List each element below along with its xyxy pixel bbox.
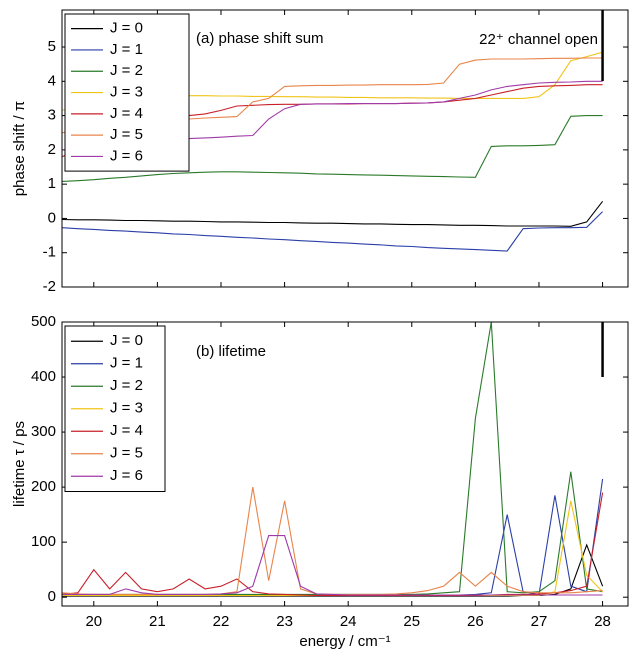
series-line bbox=[62, 211, 603, 252]
y-tick-label: 5 bbox=[48, 38, 56, 55]
series-line bbox=[62, 535, 603, 596]
legend-label: J = 1 bbox=[110, 355, 143, 372]
y-tick-label: 0 bbox=[48, 588, 56, 605]
y-tick-label: 300 bbox=[31, 423, 56, 440]
x-tick-label: 20 bbox=[85, 613, 102, 630]
legend-label: J = 0 bbox=[110, 20, 143, 37]
y-tick-label: -1 bbox=[43, 244, 56, 261]
legend-label: J = 0 bbox=[110, 332, 143, 349]
y-tick-label: 500 bbox=[31, 313, 56, 330]
panel: 0 100 200 300 400 500 20 21 22 23 24 25 26 27 28 (b) li… bbox=[11, 313, 629, 650]
legend-label: J = 2 bbox=[110, 377, 143, 394]
x-tick-label: 21 bbox=[149, 613, 166, 630]
legend-label: J = 1 bbox=[110, 41, 143, 58]
legend-label: J = 3 bbox=[110, 400, 143, 417]
series-line bbox=[62, 487, 603, 595]
series-line bbox=[62, 478, 604, 597]
x-tick-label: 28 bbox=[594, 613, 611, 630]
x-axis-label: energy / cm⁻¹ bbox=[299, 633, 390, 650]
x-tick-label: 27 bbox=[531, 613, 548, 630]
y-tick-label: 2 bbox=[48, 141, 56, 158]
axes-frame bbox=[61, 9, 629, 288]
y-tick-label: 1 bbox=[48, 175, 56, 192]
axes-frame bbox=[61, 321, 629, 607]
x-tick-label: 25 bbox=[403, 613, 420, 630]
y-tick-label: -2 bbox=[43, 278, 56, 295]
panel-title: (b) lifetime bbox=[196, 343, 266, 360]
series-line bbox=[62, 492, 604, 597]
panel-title: (a) phase shift sum bbox=[196, 30, 324, 47]
legend-label: J = 3 bbox=[110, 84, 143, 101]
y-axis-label: lifetime τ / ps bbox=[11, 421, 28, 507]
x-tick-label: 23 bbox=[276, 613, 293, 630]
legend-label: J = 6 bbox=[110, 147, 143, 164]
panel: -2 -1 0 1 2 3 4 5 (a) phase shift sum 22⁺ channel… bbox=[11, 9, 629, 295]
y-tick-label: 100 bbox=[31, 533, 56, 550]
y-axis-label: phase shift / π bbox=[11, 101, 28, 196]
x-tick-label: 24 bbox=[340, 613, 357, 630]
annotation: 22⁺ channel open bbox=[479, 31, 598, 48]
legend-label: J = 6 bbox=[110, 467, 143, 484]
y-tick-label: 4 bbox=[48, 72, 56, 89]
y-tick-label: 3 bbox=[48, 107, 56, 124]
legend-label: J = 5 bbox=[110, 445, 143, 462]
x-tick-label: 26 bbox=[467, 613, 484, 630]
y-tick-label: 0 bbox=[48, 209, 56, 226]
series-line bbox=[62, 200, 604, 227]
series-line bbox=[62, 115, 603, 182]
x-tick-label: 22 bbox=[213, 613, 230, 630]
series-line bbox=[62, 543, 604, 597]
legend-label: J = 5 bbox=[110, 126, 143, 143]
legend-label: J = 4 bbox=[110, 422, 143, 439]
y-tick-label: 400 bbox=[31, 368, 56, 385]
legend-label: J = 4 bbox=[110, 105, 143, 122]
y-tick-label: 200 bbox=[31, 478, 56, 495]
legend-label: J = 2 bbox=[110, 62, 143, 79]
